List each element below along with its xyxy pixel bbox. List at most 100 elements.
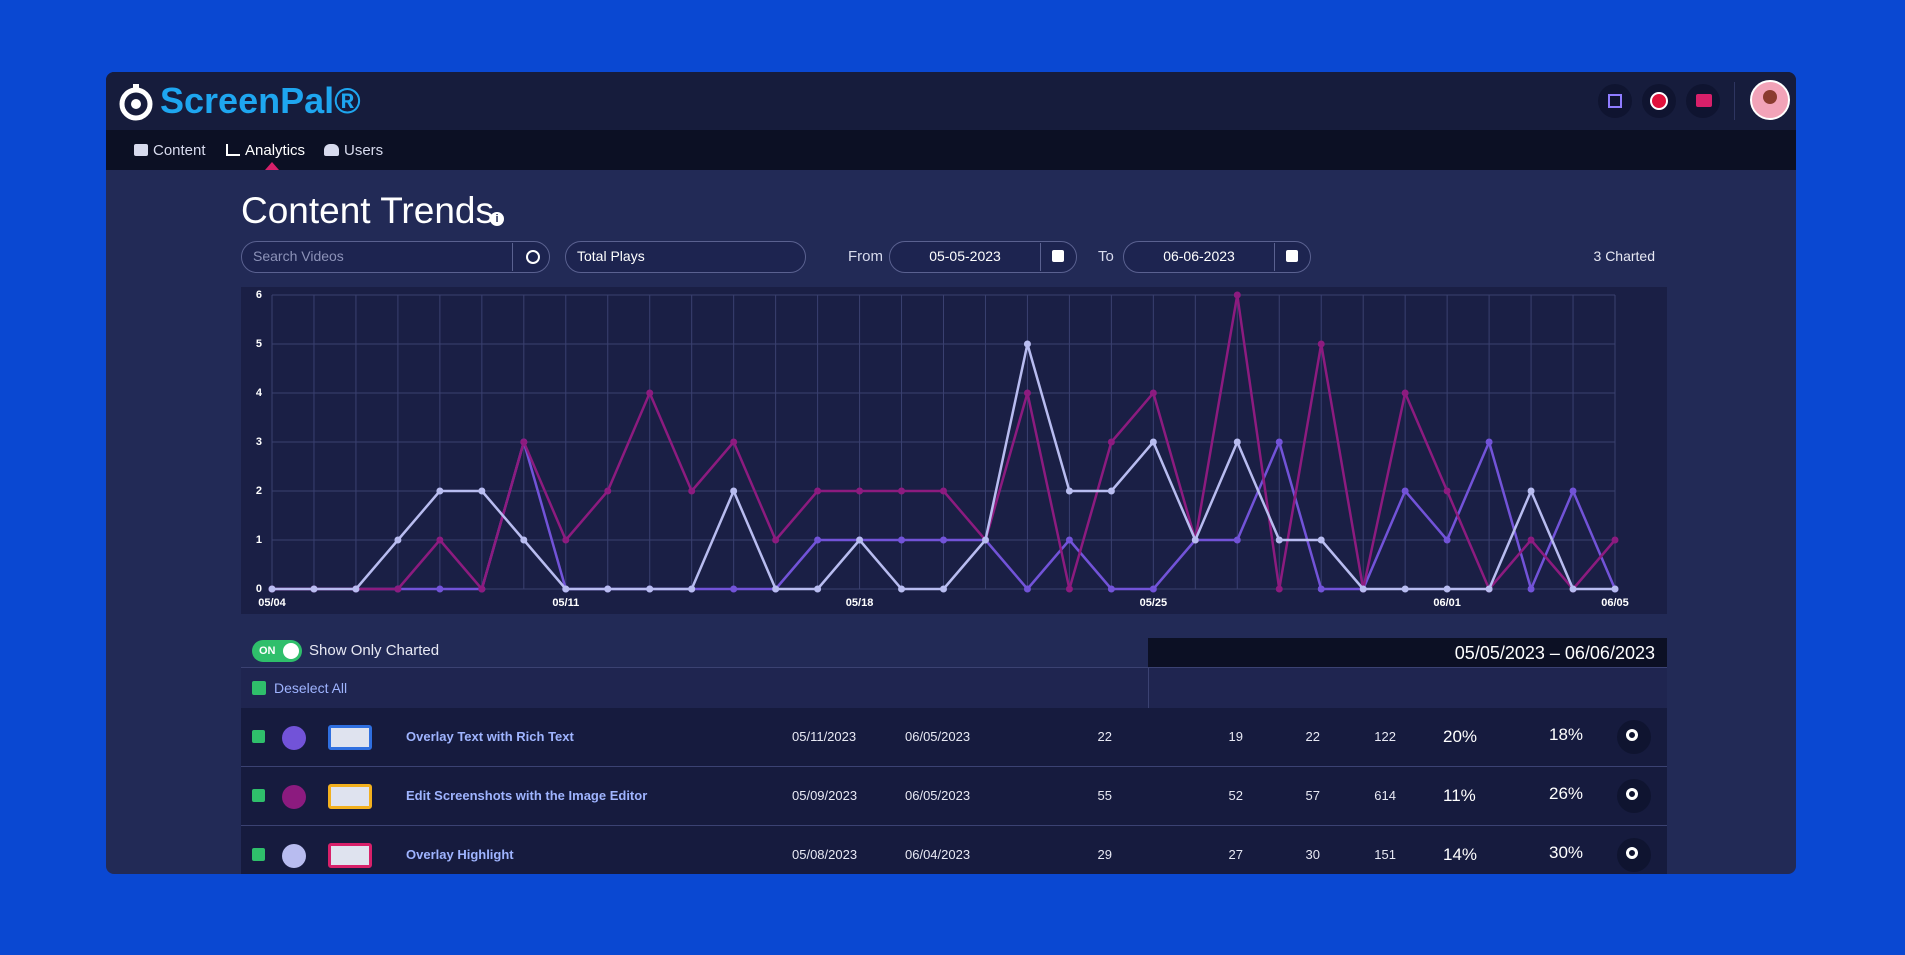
y-tick-label: 3	[256, 436, 262, 448]
nav-item[interactable]: Analytics	[245, 142, 306, 159]
x-tick-label: 05/04	[258, 597, 286, 609]
search-input[interactable]: Search Videos	[241, 241, 550, 273]
last-visit: 06/04/2023	[905, 847, 971, 862]
data-point	[1107, 585, 1115, 593]
y-tick-label: 5	[256, 338, 262, 350]
data-point	[1275, 585, 1283, 593]
table-row[interactable]	[241, 767, 1667, 826]
chart: 0 1 2 3 4 5 6 05/04 05/11 05/18 05/25 06/01 06/05	[241, 287, 1667, 614]
data-point	[898, 487, 906, 495]
data-point	[1317, 585, 1325, 593]
from-date[interactable]: 05-05-2023	[889, 241, 1077, 273]
data-point	[1023, 389, 1031, 397]
data-point	[940, 487, 947, 495]
data-point	[394, 536, 402, 544]
data-point	[1317, 536, 1325, 544]
from-label: From	[848, 248, 883, 265]
y-tick-label: 6	[256, 289, 262, 301]
data-point	[1443, 536, 1451, 544]
details-button[interactable]	[1617, 838, 1651, 872]
data-point	[520, 438, 528, 446]
data-point	[814, 536, 822, 544]
select-all-checkbox[interactable]	[252, 681, 266, 695]
data-point	[730, 438, 738, 446]
data-point	[1275, 536, 1283, 544]
avatar[interactable]	[1750, 80, 1790, 120]
range-header: 05/05/2023 – 06/06/2023	[1148, 638, 1667, 667]
nav-bar	[106, 130, 1796, 170]
row-checkbox[interactable]	[252, 730, 265, 743]
data-point	[352, 585, 360, 593]
series-swatch	[282, 726, 306, 750]
data-point	[940, 585, 947, 593]
nav-item[interactable]: Users	[344, 142, 384, 159]
logo: ScreenPal®	[160, 80, 361, 121]
data-point	[646, 389, 654, 397]
last-visit: 06/05/2023	[905, 788, 971, 803]
data-point	[1443, 585, 1451, 593]
data-point	[436, 585, 444, 593]
data-point	[1569, 585, 1577, 593]
details-button[interactable]	[1617, 779, 1651, 813]
data-point	[1233, 438, 1241, 446]
engagement: 18%	[1549, 725, 1584, 744]
data-point	[898, 536, 906, 544]
series-swatch	[282, 844, 306, 868]
metric-label: Total Plays	[577, 248, 645, 264]
unique-plays: 27	[1228, 847, 1243, 862]
visits: 151	[1374, 847, 1396, 862]
divider	[512, 243, 513, 271]
plays: 22	[1305, 729, 1320, 744]
data-point	[1401, 487, 1409, 495]
y-tick-label: 2	[256, 485, 262, 497]
thumbnail	[328, 843, 372, 868]
metric-select[interactable]: Total Plays	[565, 241, 806, 273]
y-tick-label: 0	[256, 583, 262, 595]
table-row[interactable]	[241, 826, 1667, 874]
data-point	[1149, 389, 1157, 397]
table-row[interactable]	[241, 708, 1667, 767]
data-point	[772, 536, 780, 544]
data-point	[814, 585, 822, 593]
toggle[interactable]: ON	[252, 640, 302, 662]
details-button[interactable]	[1617, 720, 1651, 754]
search-placeholder: Search Videos	[253, 248, 344, 264]
edit-button[interactable]	[1686, 84, 1720, 118]
data-point	[898, 585, 906, 593]
visits: 122	[1374, 729, 1396, 744]
info-icon[interactable]: i	[490, 212, 504, 226]
nav-item[interactable]: Content	[153, 142, 206, 159]
deselect-all[interactable]: Deselect All	[274, 680, 348, 696]
engagement: 30%	[1549, 843, 1584, 862]
data-point	[478, 585, 486, 593]
data-point	[268, 585, 276, 593]
data-point	[310, 585, 318, 593]
row-checkbox[interactable]	[252, 789, 265, 802]
toggle-state: ON	[259, 645, 276, 657]
record-button[interactable]	[1642, 84, 1676, 118]
capture-button[interactable]	[1598, 84, 1632, 118]
calendar-icon[interactable]	[1286, 250, 1298, 262]
row-checkbox[interactable]	[252, 848, 265, 861]
data-point	[562, 585, 570, 593]
data-point	[1317, 340, 1325, 348]
thumbnail	[328, 784, 372, 809]
data-point	[604, 487, 612, 495]
calendar-icon[interactable]	[1052, 250, 1064, 262]
table-header	[241, 667, 1667, 710]
to-date[interactable]: 06-06-2023	[1123, 241, 1311, 273]
data-point	[1485, 585, 1493, 593]
unique-plays: 52	[1228, 788, 1243, 803]
video-title[interactable]: Edit Screenshots with the Image Editor	[406, 788, 648, 803]
data-point	[1527, 536, 1535, 544]
data-point	[478, 487, 486, 495]
data-point	[562, 536, 570, 544]
play-rate: 14%	[1443, 845, 1478, 864]
play-rate: 11%	[1443, 786, 1476, 805]
video-title[interactable]: Overlay Text with Rich Text	[406, 729, 574, 744]
plays: 57	[1305, 788, 1320, 803]
data-point	[1149, 585, 1157, 593]
video-title[interactable]: Overlay Highlight	[406, 847, 514, 862]
search-icon[interactable]	[526, 250, 540, 264]
